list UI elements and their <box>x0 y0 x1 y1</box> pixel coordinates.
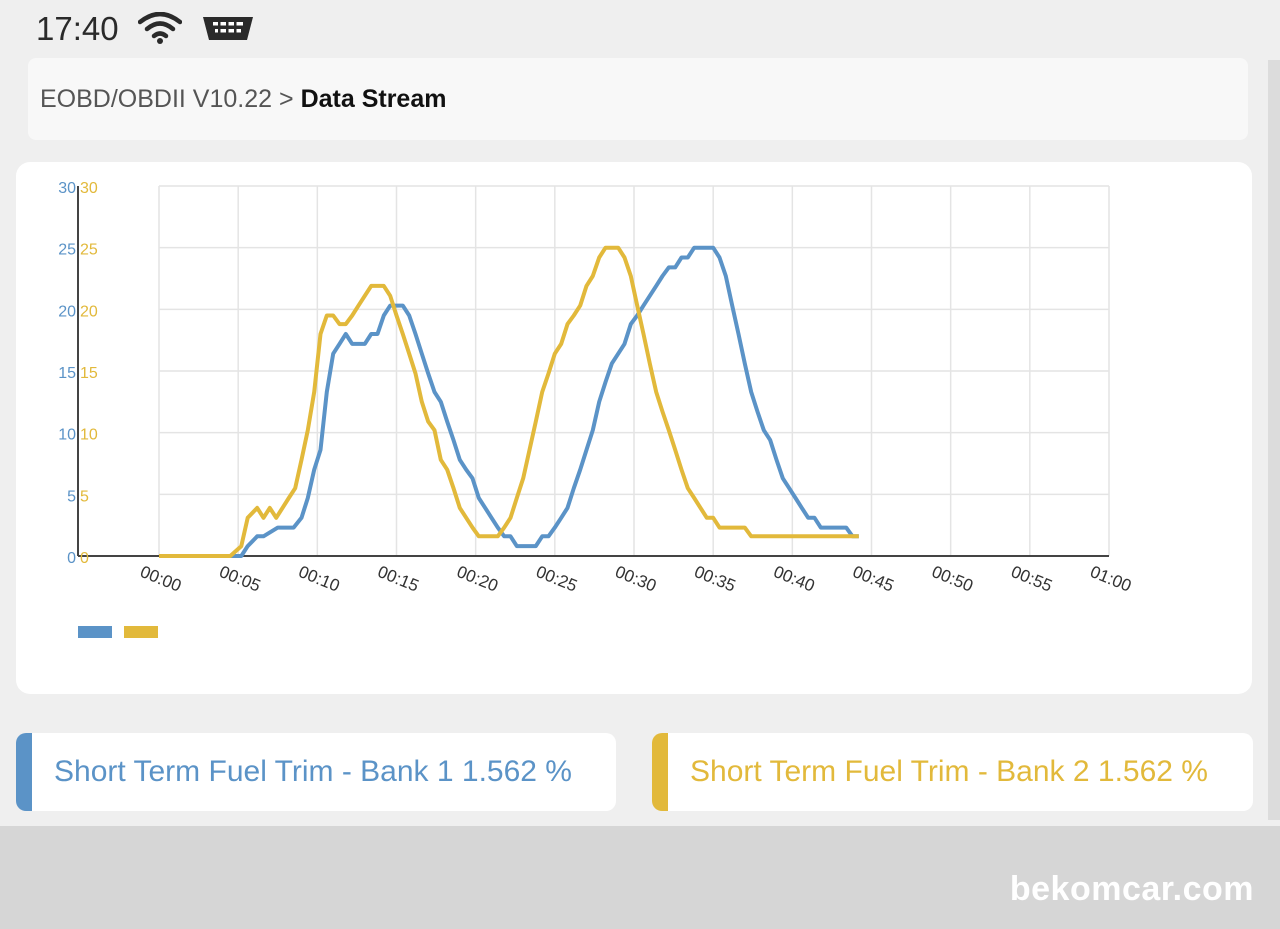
x-tick-label: 00:25 <box>533 562 580 596</box>
breadcrumb-separator: > <box>279 85 294 113</box>
pid-label-bank-1: Short Term Fuel Trim - Bank 1 1.562 % <box>54 755 572 788</box>
obd-adapter-icon <box>200 13 256 48</box>
legend-swatch-bank-1 <box>78 626 112 638</box>
pid-card-bank-2[interactable]: Short Term Fuel Trim - Bank 2 1.562 % <box>652 733 1253 811</box>
status-time: 17:40 <box>36 10 119 47</box>
series-line-bank-1 <box>159 245 859 558</box>
y-tick-label-bank-1: 30 <box>58 180 76 197</box>
y-tick-label-bank-1: 5 <box>67 488 76 505</box>
x-tick-label: 00:40 <box>771 562 818 596</box>
breadcrumb: EOBD/OBDII V10.22 > Data Stream <box>28 58 1248 140</box>
x-tick-label: 00:50 <box>929 562 976 596</box>
pid-color-stripe <box>652 733 668 811</box>
y-tick-label-bank-2: 5 <box>80 488 89 505</box>
y-tick-label-bank-1: 10 <box>58 427 76 444</box>
y-tick-label-bank-2: 20 <box>80 303 98 320</box>
x-tick-label: 00:10 <box>296 562 343 596</box>
x-tick-label: 00:15 <box>375 562 422 596</box>
x-tick-label: 01:00 <box>1088 562 1135 596</box>
bottom-bar: bekomcar.com <box>0 826 1280 929</box>
y-tick-label-bank-1: 25 <box>58 242 76 259</box>
chart-card: 0 0 5 5 10 10 15 15 20 20 25 25 30 30 00:00 00:05 00:10 0… <box>16 162 1252 694</box>
pid-card-bank-1[interactable]: Short Term Fuel Trim - Bank 1 1.562 % <box>16 733 616 811</box>
x-tick-label: 00:05 <box>217 562 264 596</box>
series-line-bank-2 <box>159 245 859 558</box>
status-bar: 17:40 <box>0 0 1280 56</box>
x-tick-label: 00:55 <box>1008 562 1055 596</box>
y-tick-label-bank-1: 15 <box>58 365 76 382</box>
y-tick-label-bank-2: 25 <box>80 242 98 259</box>
pid-color-stripe <box>16 733 32 811</box>
scroll-edge <box>1268 60 1280 820</box>
x-tick-label: 00:20 <box>454 562 501 596</box>
x-tick-label: 00:45 <box>850 562 897 596</box>
x-tick-label: 00:00 <box>138 562 185 596</box>
pid-label-bank-2: Short Term Fuel Trim - Bank 2 1.562 % <box>690 755 1208 788</box>
y-tick-label-bank-2: 15 <box>80 365 98 382</box>
breadcrumb-parent[interactable]: EOBD/OBDII V10.22 <box>40 85 273 113</box>
y-tick-label-bank-1: 20 <box>58 303 76 320</box>
legend-swatch-bank-2 <box>124 626 158 638</box>
breadcrumb-current: Data Stream <box>300 85 447 113</box>
x-tick-label: 00:35 <box>692 562 739 596</box>
watermark: bekomcar.com <box>1009 870 1254 908</box>
y-tick-label-bank-2: 0 <box>80 550 89 567</box>
y-tick-label-bank-1: 0 <box>67 550 76 567</box>
wifi-icon <box>137 11 183 49</box>
y-tick-label-bank-2: 30 <box>80 180 98 197</box>
live-data-chart: 0 0 5 5 10 10 15 15 20 20 25 25 30 30 00:00 00:05 00:10 0… <box>58 180 1135 638</box>
x-tick-label: 00:30 <box>613 562 660 596</box>
y-tick-label-bank-2: 10 <box>80 427 98 444</box>
